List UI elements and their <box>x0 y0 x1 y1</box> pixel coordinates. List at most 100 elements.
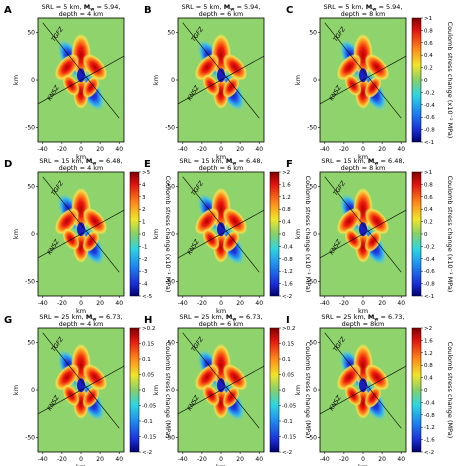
fault-line-tgfz <box>42 332 120 429</box>
x-tick-label: 40 <box>255 456 263 463</box>
colorbar-tick-label: -4 <box>142 282 148 288</box>
y-tick-label: 50 <box>309 339 317 346</box>
panel-letter: C <box>286 5 293 16</box>
colorbar-tick-label: -0.4 <box>424 103 435 109</box>
panel-title-line1: SRL = 15 km, Mw = 6.48, <box>179 157 262 167</box>
panel-letter: I <box>286 315 290 326</box>
colorbar-tick-label: 0.4 <box>424 53 433 59</box>
panel-title-line1: SRL = 25 km, Mw = 6.73, <box>321 313 404 323</box>
colorbar-tick-label: -0.1 <box>282 419 293 425</box>
colorbar-tick-label: 0.1 <box>142 357 151 363</box>
colorbar-tick-label: >2 <box>424 326 432 332</box>
colorbar-label: Coulomb stress change (x10⁻² MPa) <box>446 22 454 139</box>
panel-title-line2: depth = 6 km <box>199 164 244 172</box>
y-axis-label: km <box>294 385 302 395</box>
x-tick-label: 0 <box>79 146 83 153</box>
panel-letter: E <box>144 159 151 170</box>
colorbar-tick-label: -0.05 <box>142 404 157 410</box>
x-tick-label: 0 <box>219 456 223 463</box>
positive-lobe <box>364 76 382 99</box>
x-tick-label: -20 <box>339 146 349 153</box>
y-tick-label: -50 <box>307 435 317 442</box>
positive-lobe <box>364 386 382 409</box>
y-axis-label: km <box>294 229 302 239</box>
y-tick-label: 50 <box>27 339 35 346</box>
colorbar-tick-label: >0.2 <box>282 326 295 332</box>
colorbar-tick-label: -0.8 <box>424 128 435 134</box>
colorbar-tick-label: -2 <box>142 257 147 263</box>
y-tick-label: -50 <box>25 435 35 442</box>
x-tick-label: 40 <box>397 300 405 307</box>
y-tick-label: 0 <box>313 231 317 238</box>
y-axis-label: km <box>294 75 302 85</box>
colorbar-tick-label: 1.6 <box>424 338 433 344</box>
positive-lobe <box>222 53 248 81</box>
fault-line-tgfz <box>324 332 402 429</box>
x-tick-label: 20 <box>236 456 244 463</box>
fault-line-knsz <box>320 365 406 415</box>
colorbar-tick-label: 2 <box>142 207 146 213</box>
panel-title-line1: SRL = 25 km, Mw = 6.73, <box>39 313 122 323</box>
colorbar-tick-label: -0.15 <box>282 435 297 441</box>
x-tick-label: 0 <box>79 300 83 307</box>
colorbar <box>411 171 422 297</box>
panel-title-line1: SRL = 5 km, Mw = 5.94, <box>181 3 260 13</box>
x-tick-label: -20 <box>197 146 207 153</box>
colorbar-tick-label: -0.4 <box>424 257 435 263</box>
y-tick-label: 50 <box>27 29 35 36</box>
colorbar-tick-label: 0.4 <box>424 376 433 382</box>
panel-title-line2: depth = 6 km <box>199 320 244 328</box>
colorbar-tick-label: 3 <box>142 195 146 201</box>
colorbar-tick-label: -0.2 <box>424 90 435 96</box>
x-tick-label: 20 <box>96 146 104 153</box>
colorbar-tick-label: >0.2 <box>142 326 155 332</box>
y-tick-label: 50 <box>167 339 175 346</box>
colorbar-tick-label: 0 <box>424 232 428 238</box>
positive-lobe <box>82 386 100 409</box>
colorbar-tick-label: -0.8 <box>424 413 435 419</box>
y-tick-label: 50 <box>167 183 175 190</box>
y-tick-label: 0 <box>31 231 35 238</box>
panel-title-line2: depth = 4 km <box>59 320 104 328</box>
x-tick-label: 40 <box>255 300 263 307</box>
fault-line-tgfz <box>324 176 402 273</box>
colorbar-tick-label: >5 <box>142 170 151 176</box>
panel-title-line2: depth = 8 km <box>341 10 386 18</box>
panel-title-line2: depth = 4 km <box>59 164 104 172</box>
colorbar-label: Coulomb stress change (MPa) <box>446 342 454 439</box>
y-tick-label: 0 <box>313 387 317 394</box>
x-tick-label: 0 <box>219 300 223 307</box>
colorbar-label: Coulomb stress change (MPa) <box>164 342 172 439</box>
colorbar-tick-label: 0.15 <box>142 342 155 348</box>
x-axis-label: km <box>358 153 368 161</box>
x-tick-label: 20 <box>378 456 386 463</box>
colorbar-tick-label: 4 <box>142 182 146 188</box>
x-tick-label: 20 <box>378 146 386 153</box>
x-tick-label: 0 <box>361 146 365 153</box>
y-tick-label: -50 <box>25 279 35 286</box>
y-tick-label: -50 <box>165 125 175 132</box>
fault-line-knsz <box>178 55 264 105</box>
x-tick-label: -20 <box>339 456 349 463</box>
x-tick-label: 20 <box>236 146 244 153</box>
x-tick-label: -40 <box>38 456 48 463</box>
x-tick-label: -20 <box>197 456 207 463</box>
positive-lobe <box>364 230 382 253</box>
colorbar-tick-label: 0.6 <box>424 41 433 47</box>
colorbar <box>269 171 280 297</box>
x-tick-label: -40 <box>320 146 330 153</box>
colorbar-tick-label: -0.15 <box>142 435 157 441</box>
panel-letter: F <box>286 159 293 170</box>
x-tick-label: 0 <box>361 456 365 463</box>
y-tick-label: -50 <box>165 279 175 286</box>
panel-letter: H <box>144 315 152 326</box>
colorbar-tick-label: <-2 <box>282 294 292 300</box>
panel-title-line2: depth = 8 km <box>341 164 386 172</box>
colorbar-tick-label: -0.6 <box>424 115 435 121</box>
positive-lobe <box>82 230 100 253</box>
colorbar-tick-label: 1 <box>142 220 146 226</box>
